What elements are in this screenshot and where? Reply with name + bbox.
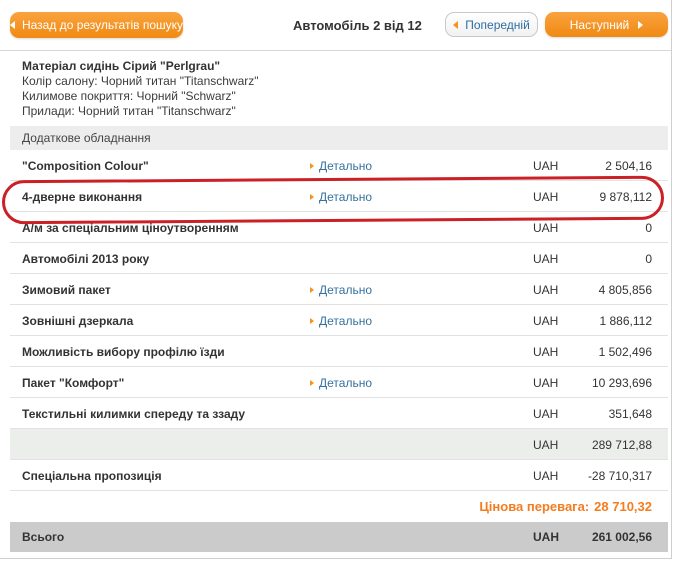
detail-link[interactable]: Детально <box>310 283 372 297</box>
detail-link-label: Детально <box>319 159 372 173</box>
option-price: 1 502,496 <box>598 345 652 359</box>
price-advantage-row: Цінова перевага: 28 710,32 <box>10 491 668 522</box>
option-row: Зимовий пакет Детально UAH 4 805,856 <box>10 274 668 305</box>
option-name: А/м за спеціальним ціноутворенням <box>22 221 239 235</box>
currency-label: UAH <box>533 345 559 359</box>
option-row: "Composition Colour" Детально UAH 2 504,… <box>10 150 668 181</box>
section-title: Додаткове обладнання <box>22 131 151 145</box>
detail-arrow-icon <box>310 380 314 386</box>
option-price: 351,648 <box>608 407 652 421</box>
next-button-label: Наступний <box>569 17 630 32</box>
total-row: Всього UAH 261 002,56 <box>10 522 668 552</box>
option-name: Спеціальна пропозиція <box>22 469 162 483</box>
option-price: 9 878,112 <box>599 190 653 204</box>
detail-arrow-icon <box>310 318 314 324</box>
instruments-line: Прилади: Чорний титан "Titanschwarz" <box>22 104 236 118</box>
arrow-right-icon <box>638 20 644 29</box>
option-name: "Composition Colour" <box>22 159 149 173</box>
seat-material-line: Матеріал сидінь Сірий "Perlgrau" <box>22 59 221 73</box>
total-currency-label: UAH <box>533 530 559 544</box>
option-price: 289 712,88 <box>591 438 652 452</box>
currency-label: UAH <box>533 190 559 204</box>
detail-arrow-icon <box>310 194 314 200</box>
option-price: 2 504,16 <box>605 159 652 173</box>
option-row: 4-дверне виконання Детально UAH 9 878,11… <box>1 175 668 225</box>
currency-label: UAH <box>533 221 559 235</box>
option-row: Можливість вибору профілю їзди UAH 1 502… <box>10 336 668 367</box>
option-name: Текстильні килимки спереду та ззаду <box>22 407 246 421</box>
option-row: А/м за спеціальним ціноутворенням UAH 0 <box>10 212 668 243</box>
previous-button-label: Попередній <box>465 17 530 32</box>
option-name: Можливість вибору профілю їзди <box>22 345 225 359</box>
detail-arrow-icon <box>310 287 314 293</box>
option-price: 0 <box>645 221 652 235</box>
detail-link-label: Детально <box>319 283 372 297</box>
option-name: 4-дверне виконання <box>22 190 143 204</box>
option-name: Автомобілі 2013 року <box>22 252 150 266</box>
option-row: Текстильні килимки спереду та ззаду UAH … <box>10 398 668 429</box>
price-advantage-value: 28 710,32 <box>594 499 652 514</box>
detail-link[interactable]: Детально <box>310 314 372 328</box>
currency-label: UAH <box>533 438 559 452</box>
vehicle-interior-info: Матеріал сидінь Сірий "Perlgrau" Колір с… <box>10 51 668 119</box>
arrow-left-icon <box>453 20 459 29</box>
back-to-search-results-button[interactable]: Назад до результатів пошуку <box>9 12 184 38</box>
total-value: 261 002,56 <box>591 530 652 544</box>
detail-arrow-icon <box>310 163 314 169</box>
option-price: 4 805,856 <box>598 283 652 297</box>
option-name: Зовнішні дзеркала <box>22 314 134 328</box>
next-vehicle-button[interactable]: Наступний <box>545 12 668 37</box>
option-price: 0 <box>645 252 652 266</box>
option-row: Зовнішні дзеркала Детально UAH 1 886,112 <box>10 305 668 336</box>
currency-label: UAH <box>533 469 559 483</box>
currency-label: UAH <box>533 376 559 390</box>
total-label: Всього <box>22 530 65 544</box>
price-advantage-label: Цінова перевага: <box>479 499 590 514</box>
top-navigation-bar: Назад до результатів пошуку Автомобіль 2… <box>0 0 671 51</box>
detail-link-label: Детально <box>319 314 372 328</box>
detail-link-label: Детально <box>319 190 372 204</box>
currency-label: UAH <box>533 159 559 173</box>
option-price: 10 293,696 <box>591 376 652 390</box>
option-row: UAH 289 712,88 <box>10 429 668 460</box>
option-row: Спеціальна пропозиція UAH -28 710,317 <box>10 460 668 491</box>
option-name: Зимовий пакет <box>22 283 111 297</box>
currency-label: UAH <box>533 252 559 266</box>
vehicle-counter-title: Автомобіль 2 від 12 <box>293 18 422 33</box>
option-row: Автомобілі 2013 року UAH 0 <box>10 243 668 274</box>
currency-label: UAH <box>533 283 559 297</box>
back-button-label: Назад до результатів пошуку <box>21 18 184 32</box>
content-area: Матеріал сидінь Сірий "Perlgrau" Колір с… <box>1 51 668 552</box>
detail-link[interactable]: Детально <box>310 159 372 173</box>
currency-label: UAH <box>533 314 559 328</box>
detail-link[interactable]: Детально <box>310 376 372 390</box>
currency-label: UAH <box>533 407 559 421</box>
previous-vehicle-button[interactable]: Попередній <box>445 12 538 37</box>
carpet-line: Килимове покриття: Чорний "Schwarz" <box>22 89 236 103</box>
interior-color-line: Колір салону: Чорний титан "Titanschwarz… <box>22 74 259 88</box>
option-name: Пакет "Комфорт" <box>22 376 125 390</box>
detail-link[interactable]: Детально <box>310 190 372 204</box>
option-price: -28 710,317 <box>587 469 652 483</box>
options-table: "Composition Colour" Детально UAH 2 504,… <box>1 150 668 491</box>
option-price: 1 886,112 <box>599 314 653 328</box>
option-row: Пакет "Комфорт" Детально UAH 10 293,696 <box>10 367 668 398</box>
detail-link-label: Детально <box>319 376 372 390</box>
section-header-additional-equipment: Додаткове обладнання <box>10 126 668 150</box>
arrow-left-icon <box>9 21 15 29</box>
